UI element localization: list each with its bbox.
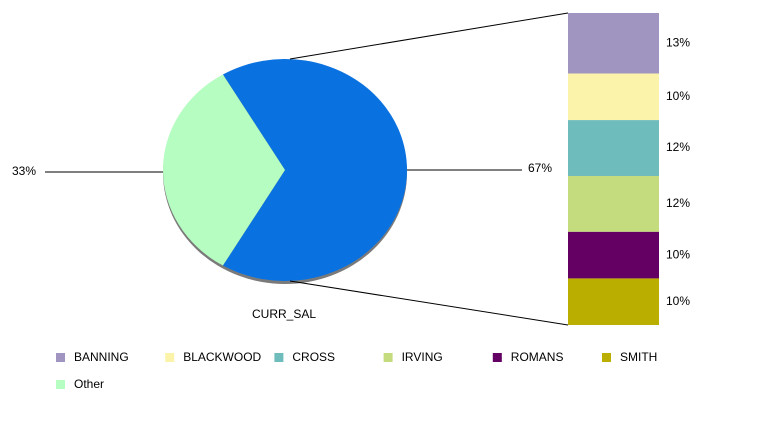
pie-slice xyxy=(222,59,407,282)
legend-swatch xyxy=(165,353,175,362)
legend-swatch xyxy=(602,353,611,362)
bar-segment xyxy=(568,278,659,325)
legend-swatch xyxy=(492,353,502,362)
legend-swatch xyxy=(383,353,393,362)
legend-label: SMITH xyxy=(620,350,657,364)
bar-value-label: 12% xyxy=(666,140,690,154)
bar-value-label: 10% xyxy=(666,294,690,308)
legend-label: CROSS xyxy=(292,350,335,364)
legend-label: Other xyxy=(74,377,104,391)
bar-value-label: 13% xyxy=(666,35,690,49)
connector xyxy=(289,12,569,60)
legend-label: ROMANS xyxy=(511,350,564,364)
bar-segment xyxy=(568,231,659,279)
pie-slice xyxy=(162,74,285,266)
bar-value-label: 12% xyxy=(666,196,690,210)
legend-label: BLACKWOOD xyxy=(183,350,261,364)
bar-segment xyxy=(568,175,659,232)
legend-swatch xyxy=(274,353,284,362)
connector xyxy=(289,280,569,326)
pie-value-label: 33% xyxy=(12,164,36,178)
bar-segment xyxy=(568,73,659,121)
pie-value-label: 67% xyxy=(528,161,552,175)
bar-segment xyxy=(568,13,659,74)
bar-value-label: 10% xyxy=(666,247,690,261)
legend-label: BANNING xyxy=(74,350,129,364)
bar-value-label: 10% xyxy=(666,89,690,103)
legend-label: IRVING xyxy=(402,350,443,364)
series-label: CURR_SAL xyxy=(252,307,316,321)
bar-segment xyxy=(568,120,659,176)
legend-swatch xyxy=(56,353,65,362)
legend-swatch xyxy=(56,380,65,389)
